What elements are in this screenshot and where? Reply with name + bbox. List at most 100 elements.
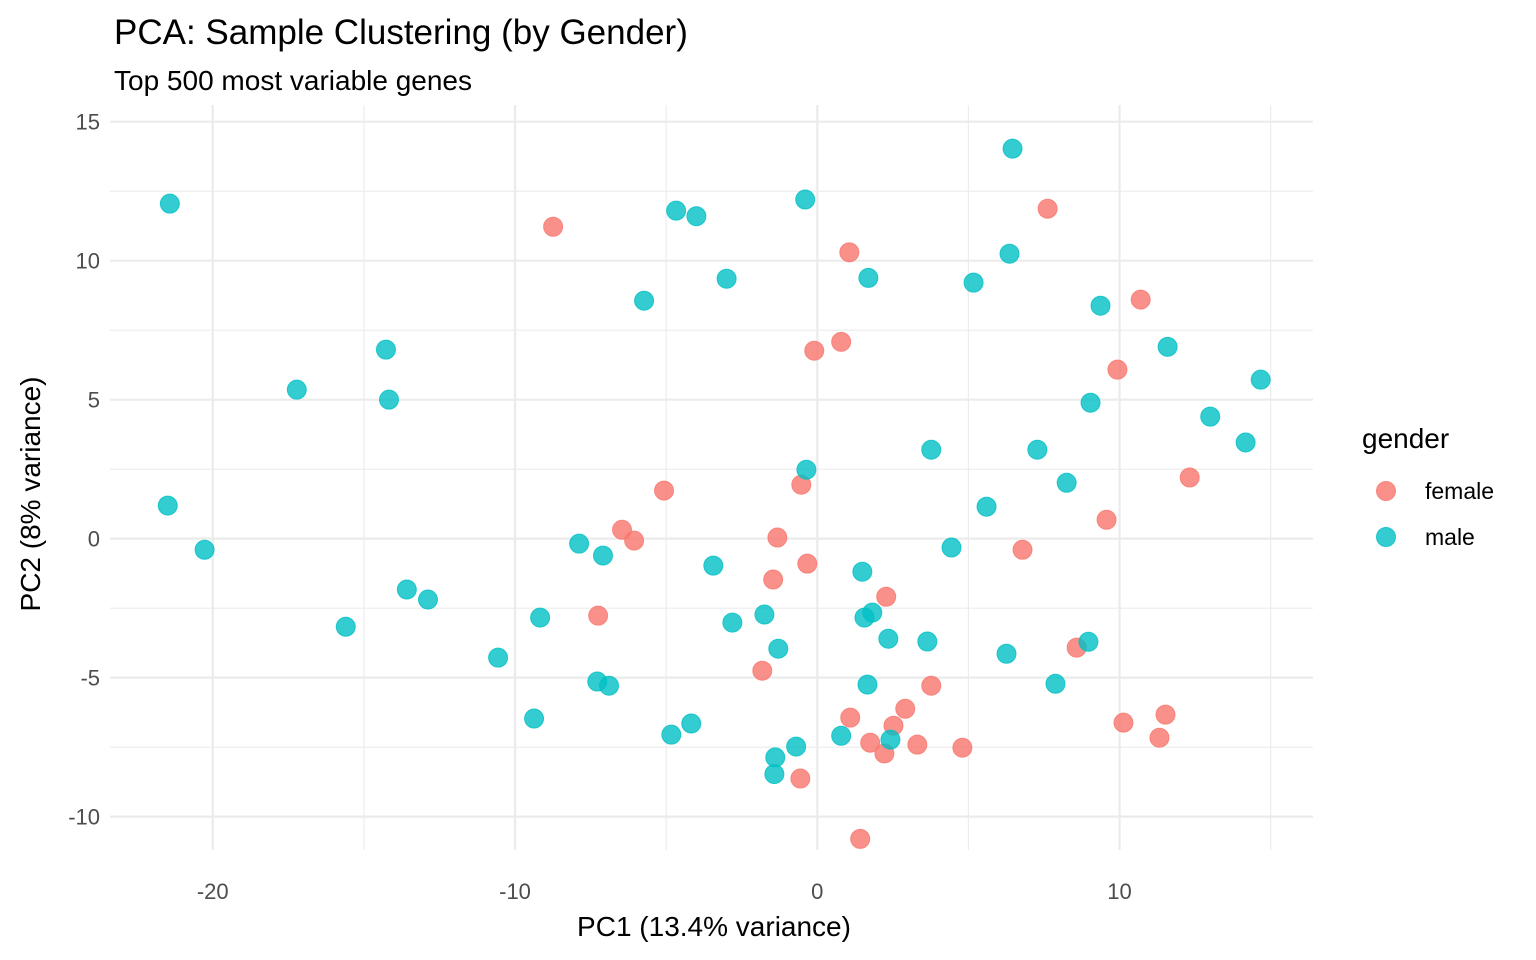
data-point-male [681, 713, 702, 734]
legend-key-female [1376, 481, 1396, 501]
data-point-female [831, 331, 852, 352]
data-point-female [921, 675, 942, 696]
data-point-male [634, 290, 655, 311]
legend-label-male: male [1425, 524, 1475, 550]
minor-gridlines [110, 105, 1313, 850]
data-point-female [850, 828, 871, 849]
x-axis-title: PC1 (13.4% variance) [577, 911, 851, 942]
data-point-female [839, 242, 860, 263]
data-point-female [876, 586, 897, 607]
data-point-male [335, 616, 356, 637]
data-point-female [790, 768, 811, 789]
data-point-female [543, 216, 564, 237]
data-point-male [786, 736, 807, 757]
data-point-female [895, 698, 916, 719]
y-tick-label: 10 [76, 249, 100, 274]
data-point-male [396, 579, 417, 600]
data-point-male [666, 200, 687, 221]
data-point-male [1090, 295, 1111, 316]
data-point-male [999, 243, 1020, 264]
data-point-male [1027, 439, 1048, 460]
data-point-male [831, 725, 852, 746]
y-tick-label: 0 [88, 527, 100, 552]
legend-key-male [1376, 527, 1396, 547]
data-point-male [768, 638, 789, 659]
data-point-female [1096, 509, 1117, 530]
data-point-male [796, 459, 817, 480]
data-point-male [488, 647, 509, 668]
legend-label-female: female [1425, 478, 1494, 504]
data-point-female [1130, 289, 1151, 310]
data-point-male [159, 193, 180, 214]
plot-panel [110, 105, 1313, 850]
data-point-male [963, 272, 984, 293]
data-point-female [1149, 727, 1170, 748]
data-point-male [569, 533, 590, 554]
data-point-male [1056, 472, 1077, 493]
data-point-male [765, 747, 786, 768]
data-point-male [1045, 673, 1066, 694]
y-axis-ticks: -10 -5 0 5 10 15 [68, 110, 100, 830]
data-point-male [661, 724, 682, 745]
data-point-male [921, 439, 942, 460]
x-tick-label: 10 [1107, 879, 1131, 904]
data-point-male [703, 555, 724, 576]
data-point-male [375, 339, 396, 360]
y-axis-title: PC2 (8% variance) [15, 377, 46, 612]
data-point-male [1200, 406, 1221, 427]
data-point-male [857, 674, 878, 695]
data-point-male [378, 389, 399, 410]
data-point-male [1002, 138, 1023, 159]
y-tick-label: 15 [76, 110, 100, 135]
data-point-male [716, 268, 737, 289]
data-point-male [878, 628, 899, 649]
data-point-male [880, 729, 901, 750]
legend-title: gender [1362, 423, 1449, 454]
data-point-female [624, 530, 645, 551]
x-tick-label: -10 [499, 879, 531, 904]
data-point-male [764, 764, 785, 785]
data-point-male [194, 539, 215, 560]
data-point-male [530, 607, 551, 628]
y-tick-label: -5 [80, 666, 100, 691]
data-point-female [1179, 467, 1200, 488]
x-tick-label: -20 [197, 879, 229, 904]
data-point-male [1157, 336, 1178, 357]
data-point-male [1078, 631, 1099, 652]
data-point-male [976, 496, 997, 517]
chart-title: PCA: Sample Clustering (by Gender) [114, 13, 688, 52]
chart-subtitle: Top 500 most variable genes [114, 65, 472, 96]
data-point-female [907, 734, 928, 755]
data-point-male [754, 604, 775, 625]
data-point-female [752, 660, 773, 681]
data-point-male [1250, 369, 1271, 390]
major-gridlines [110, 105, 1313, 850]
data-point-male [854, 607, 875, 628]
y-tick-label: 5 [88, 388, 100, 413]
data-point-female [1037, 198, 1058, 219]
data-point-male [1080, 392, 1101, 413]
x-tick-label: 0 [811, 879, 823, 904]
data-point-male [795, 189, 816, 210]
data-point-female [860, 732, 881, 753]
data-point-female [763, 569, 784, 590]
data-point-female [654, 480, 675, 501]
data-point-male [286, 379, 307, 400]
data-point-female [804, 340, 825, 361]
legend: gender female male [1362, 423, 1494, 550]
data-point-male [686, 206, 707, 227]
data-point-female [1113, 712, 1134, 733]
data-point-male [524, 708, 545, 729]
data-point-male [722, 612, 743, 633]
x-axis-ticks: -20 -10 0 10 [197, 879, 1132, 904]
data-point-male [417, 589, 438, 610]
data-point-male [599, 675, 620, 696]
data-point-female [1155, 704, 1176, 725]
data-point-female [952, 737, 973, 758]
data-point-female [1107, 359, 1128, 380]
data-point-male [917, 631, 938, 652]
data-point-female [840, 707, 861, 728]
data-point-female [797, 553, 818, 574]
data-point-male [941, 537, 962, 558]
